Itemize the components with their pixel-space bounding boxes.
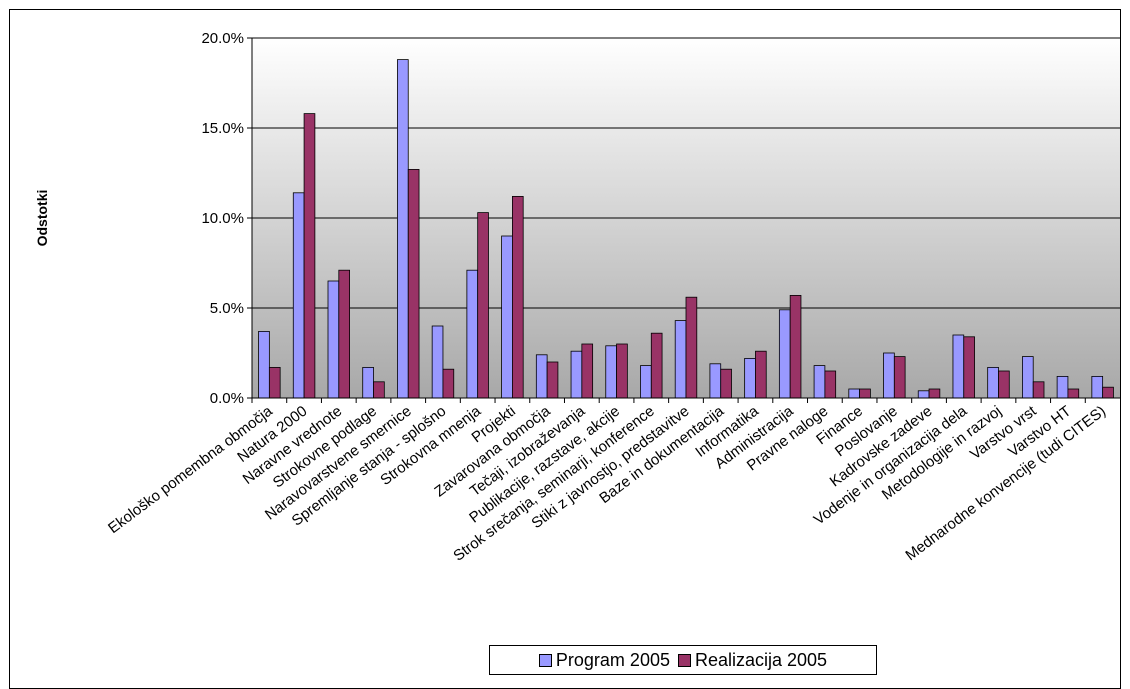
bar-program [1056,375,1069,399]
bar-program [952,334,965,399]
bar-realizacija [720,368,732,399]
bar-program [848,388,860,399]
bar-realizacija [998,370,1010,399]
bar-program [501,235,513,399]
bar-program [987,366,999,399]
y-tick-label: 5.0% [210,300,244,317]
bar-program [640,365,652,399]
bar-program [292,192,305,399]
bar-program [1091,375,1104,399]
bar-program [1022,356,1034,399]
bar-realizacija [824,370,837,399]
y-tick-label: 20.0% [201,30,244,47]
bar-realizacija [893,356,906,399]
legend: Program 2005 Realizacija 2005 [489,645,877,675]
y-tick-label: 0.0% [210,390,244,407]
bar-program [362,366,374,399]
bar-realizacija [407,168,420,399]
bar-program [744,357,756,399]
bar-realizacija [755,350,767,399]
legend-swatch-program [538,653,552,667]
bar-realizacija [928,388,941,399]
bar-realizacija [373,381,385,399]
bar-program [778,309,791,399]
bar-program [466,269,479,399]
bar-realizacija [546,361,559,399]
bar-program [709,363,722,399]
bar-realizacija [338,269,350,399]
bar-program [535,354,548,399]
bar-program [570,350,583,399]
bar-realizacija [581,343,594,399]
legend-item-realizacija: Realizacija 2005 [677,649,828,671]
bar-chart: 0.0% 5.0% 10.0% 15.0% 20.0% Ekološko pomembn… [34,30,1120,565]
bar-realizacija [789,294,802,399]
bar-realizacija [303,113,316,399]
bar-realizacija [442,368,455,399]
bar-realizacija [1102,386,1114,399]
bar-program [327,280,340,399]
y-tick-label: 15.0% [201,120,244,137]
y-tick-label: 10.0% [201,210,244,227]
bar-program [397,59,409,399]
y-axis-label: Odstotki [34,190,50,247]
bar-realizacija [963,336,975,399]
bar-program [917,390,930,399]
bar-realizacija [512,195,524,399]
bar-program [258,330,270,399]
y-axis-ticks: 0.0% 5.0% 10.0% 15.0% 20.0% [201,30,253,407]
bar-program [605,345,617,399]
bar-realizacija [268,366,281,399]
legend-label-program: Program 2005 [555,649,670,670]
bars [258,59,1114,399]
bar-program [883,352,895,399]
bar-realizacija [1067,388,1080,399]
bar-realizacija [616,343,628,399]
bar-realizacija [1032,381,1045,399]
bar-program [431,325,444,399]
bar-realizacija [685,296,698,399]
bar-program [674,320,687,399]
bar-realizacija [477,212,489,399]
legend-swatch-realizacija [677,653,691,667]
bar-realizacija [650,332,663,399]
bar-realizacija [859,388,871,399]
legend-item-program: Program 2005 [538,649,670,671]
bar-program [813,365,826,399]
legend-label-realizacija: Realizacija 2005 [694,649,828,670]
